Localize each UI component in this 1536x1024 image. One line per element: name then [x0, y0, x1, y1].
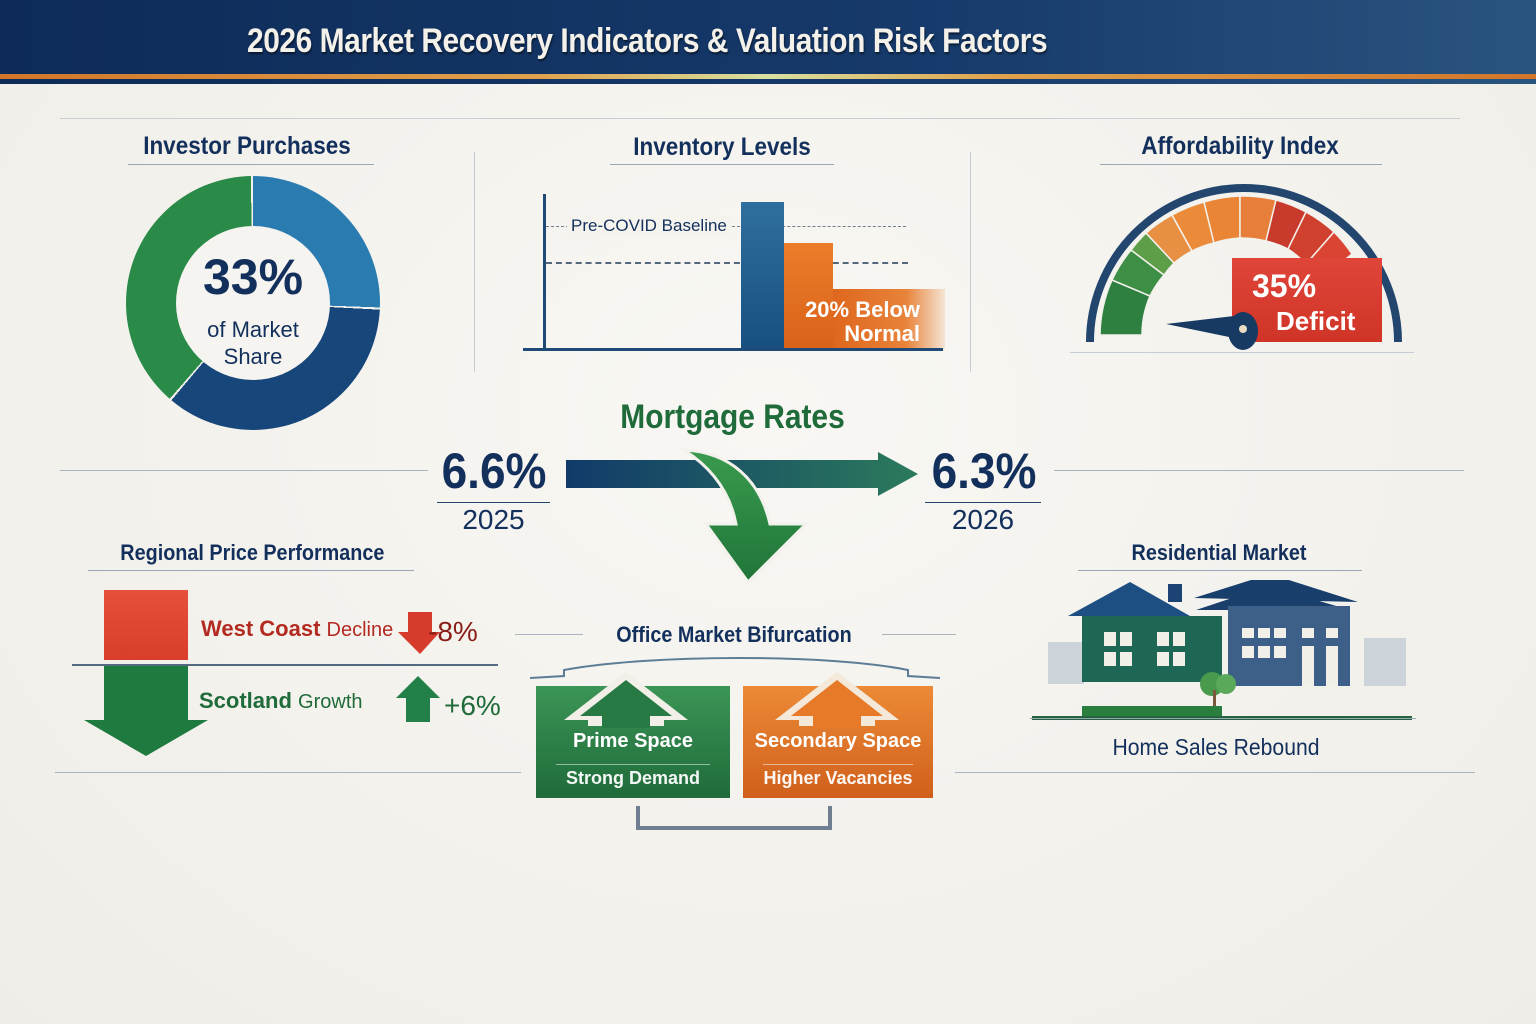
- bracket-bottom: [636, 806, 832, 830]
- title-underline: [1078, 570, 1362, 571]
- inventory-bar-below-normal: [833, 289, 945, 349]
- divider: [60, 118, 1460, 119]
- west-coast-label: West Coast Decline: [201, 616, 393, 642]
- title-underline: [610, 164, 834, 165]
- panel-title: Inventory Levels: [633, 133, 811, 161]
- divider: [1070, 352, 1414, 353]
- rate-2026-value: 6.3%: [931, 443, 1037, 499]
- rate-underline: [925, 502, 1041, 503]
- deficit-value: 35%: [1252, 268, 1317, 304]
- segment-name: Prime Space: [572, 730, 694, 752]
- prime-space-card: Prime Space Strong Demand: [536, 672, 730, 798]
- region-name: Scotland: [199, 688, 292, 713]
- segment-status: Higher Vacancies: [763, 768, 913, 788]
- reference-dashed-line: [546, 262, 908, 264]
- donut-center: [176, 226, 330, 380]
- panel-title: Affordability Index: [1141, 132, 1339, 160]
- segment-status: Strong Demand: [565, 768, 700, 788]
- header-banner: 2026 Market Recovery Indicators & Valuat…: [0, 0, 1536, 84]
- divider: [955, 772, 1475, 773]
- title-underline: [128, 164, 374, 165]
- arrow-up-icon: [775, 672, 899, 728]
- note-line: 20% Below: [805, 297, 920, 322]
- west-coast-bar: [104, 590, 188, 660]
- title-underline: [1100, 164, 1382, 165]
- divider: [55, 772, 521, 773]
- houses-illustration: [1032, 580, 1412, 720]
- region-trend: Decline: [326, 619, 394, 641]
- region-name: West Coast: [201, 616, 321, 641]
- west-coast-change: -8%: [428, 616, 478, 647]
- rate-2025-value: 6.6%: [441, 443, 547, 499]
- gauge-needle-hub: [1228, 312, 1258, 350]
- page-title: 2026 Market Recovery Indicators & Valuat…: [247, 22, 1048, 60]
- header-accent-stripe: [0, 74, 1536, 79]
- arrow-up-icon: [564, 672, 688, 728]
- scotland-label: Scotland Growth: [199, 688, 363, 714]
- rate-2026-year: 2026: [951, 504, 1015, 535]
- investor-share-value: 33%: [202, 249, 304, 305]
- bracket-top: [530, 657, 941, 679]
- inventory-bar-peak: [741, 202, 784, 349]
- panel-title: Residential Market: [1131, 540, 1307, 565]
- scotland-change: +6%: [444, 690, 501, 721]
- scotland-arrow: [84, 666, 208, 756]
- arrow-down-icon: [398, 612, 440, 654]
- divider: [882, 634, 956, 635]
- ground-line: [1030, 718, 1416, 719]
- inventory-bar-current: [784, 243, 833, 349]
- rate-underline: [437, 502, 550, 503]
- panel-title: Office Market Bifurcation: [616, 622, 852, 647]
- region-trend: Growth: [298, 691, 363, 713]
- label-line: of Market: [207, 317, 299, 342]
- deficit-badge: 35% Deficit: [1232, 258, 1382, 342]
- hub-dot: [1239, 325, 1247, 333]
- panel-title: Mortgage Rates: [620, 398, 845, 436]
- y-axis: [543, 194, 546, 350]
- deficit-label: Deficit: [1276, 306, 1356, 336]
- gauge-needle: [1166, 316, 1234, 338]
- divider: [60, 470, 428, 471]
- secondary-space-card: Secondary Space Higher Vacancies: [743, 672, 933, 798]
- investor-share-donut-chart: 33% of Market Share: [126, 176, 380, 430]
- x-axis: [523, 348, 943, 351]
- baseline-axis: [72, 664, 498, 666]
- baseline-label: Pre-COVID Baseline: [567, 216, 731, 236]
- segment-name: Secondary Space: [754, 730, 922, 752]
- divider: [515, 634, 583, 635]
- arrow-up-icon: [396, 676, 440, 722]
- rate-2025-year: 2025: [462, 504, 525, 535]
- inventory-note: 20% Below Normal: [790, 298, 920, 346]
- rate-trend-arrow: [566, 448, 918, 585]
- card-divider: [763, 764, 913, 765]
- panel-title: Regional Price Performance: [120, 540, 385, 565]
- title-underline: [88, 570, 414, 571]
- divider: [1054, 470, 1464, 471]
- note-line: Normal: [844, 321, 920, 346]
- investor-share-label: of Market Share: [126, 316, 380, 370]
- panel-title: Investor Purchases: [143, 132, 351, 160]
- divider: [970, 152, 971, 372]
- label-line: Share: [223, 344, 283, 369]
- card-divider: [556, 764, 710, 765]
- residential-caption: Home Sales Rebound: [1112, 734, 1320, 760]
- divider: [474, 152, 475, 372]
